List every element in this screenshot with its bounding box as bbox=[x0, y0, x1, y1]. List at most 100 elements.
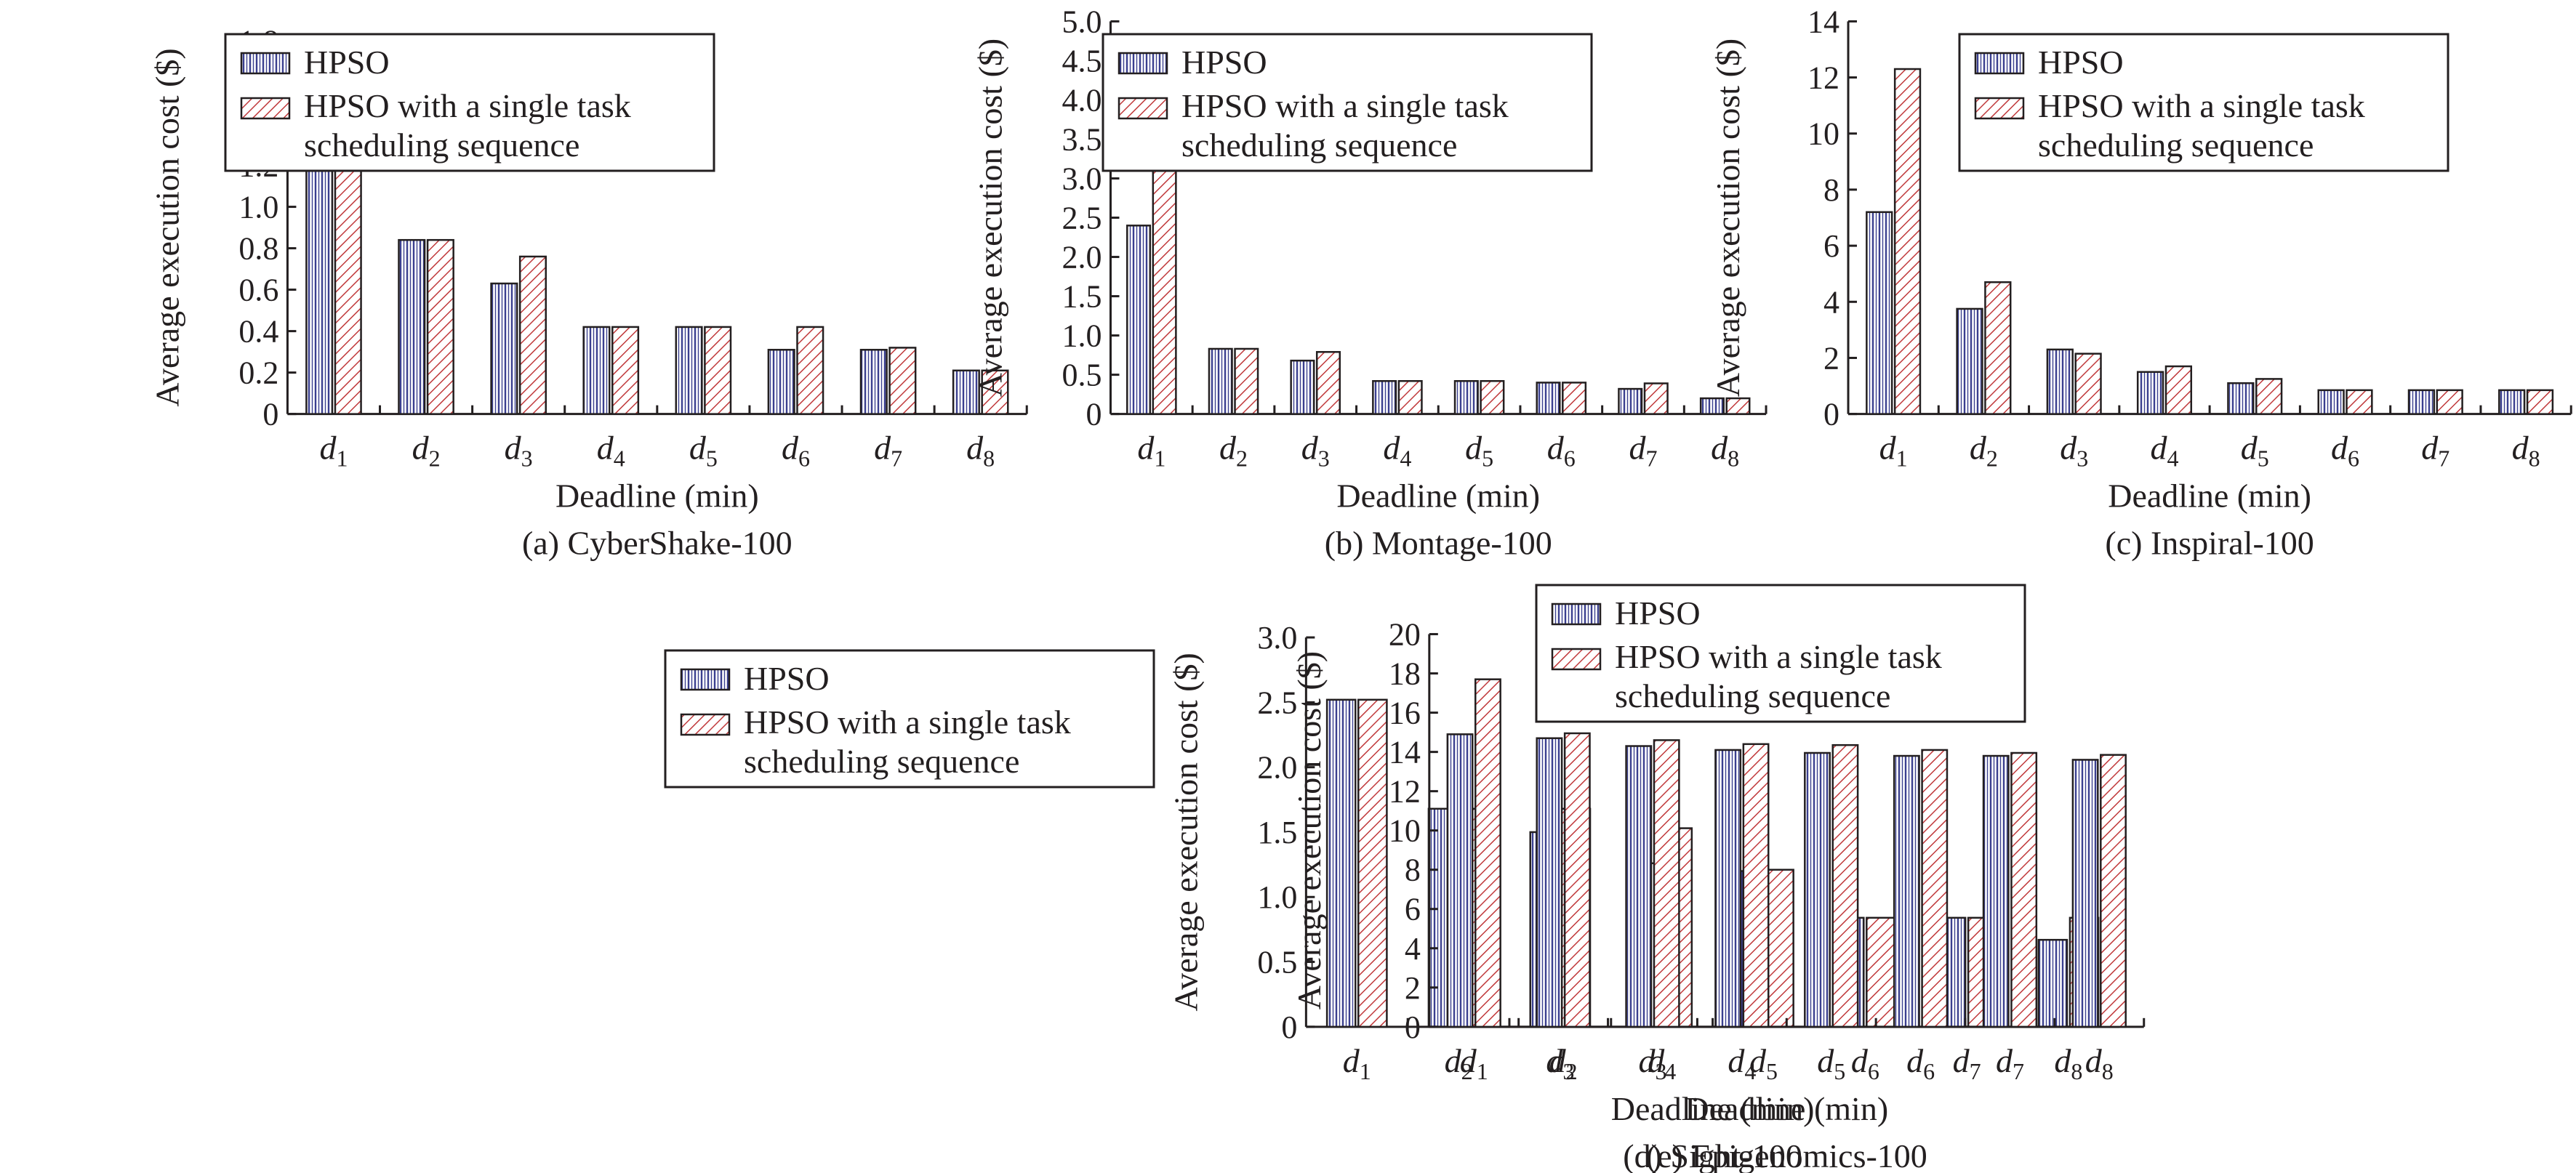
x-tick-label-letter: d bbox=[1301, 430, 1319, 467]
bar-single-sequence bbox=[2074, 352, 2102, 415]
x-tick-label: d4 bbox=[1728, 1042, 1756, 1084]
y-tick-label: 0.5 bbox=[1257, 945, 1297, 980]
legend-label-single-line1: HPSO with a single task bbox=[1181, 87, 1509, 124]
legend-swatch-hpso bbox=[1551, 602, 1602, 626]
legend-label-single-line1: HPSO with a single task bbox=[1615, 638, 1942, 675]
legend-swatch-hpso bbox=[240, 52, 291, 75]
x-tick-label-letter: d bbox=[1219, 430, 1237, 467]
chart-a: 00.20.40.60.81.01.21.41.61.8d1d2d3d4d5d6… bbox=[148, 24, 1028, 562]
x-tick-label-subscript: 5 bbox=[1834, 1058, 1845, 1084]
x-tick-label-letter: d bbox=[1906, 1042, 1924, 1079]
bar-single-sequence bbox=[1764, 868, 1794, 1028]
x-tick-label-letter: d bbox=[1851, 1042, 1869, 1079]
chart-d: 00.51.01.52.02.53.0d1 d2 d3 d4 d5 d6 d7 d8Deadl… bbox=[664, 620, 2121, 1173]
x-axis-title: Deadline (min) bbox=[1685, 1090, 1888, 1127]
x-tick-label-subscript: 1 bbox=[1477, 1058, 1488, 1084]
y-tick-label: 4.5 bbox=[1062, 43, 1102, 78]
bar-hpso bbox=[2498, 389, 2526, 415]
x-tick-label-letter: d bbox=[1460, 1042, 1477, 1079]
legend-label-hpso: HPSO bbox=[744, 660, 830, 697]
legend-box bbox=[224, 33, 715, 172]
x-tick-label-letter: d bbox=[2421, 430, 2439, 467]
bar-single-sequence bbox=[1725, 397, 1751, 415]
y-tick-label: 12 bbox=[1807, 60, 1839, 96]
x-tick-label-subscript: 2 bbox=[429, 446, 441, 472]
y-tick-label: 4 bbox=[1823, 284, 1839, 320]
x-tick-label: d4 bbox=[1383, 430, 1411, 472]
bar-hpso bbox=[2317, 389, 2345, 415]
bar-single-sequence bbox=[1742, 743, 1770, 1028]
legend-label-hpso: HPSO bbox=[304, 44, 390, 81]
y-tick-label: 2 bbox=[1823, 340, 1839, 376]
legend-box bbox=[1535, 584, 2026, 723]
bar-single-sequence bbox=[2526, 389, 2554, 415]
bar-single-sequence bbox=[1357, 698, 1388, 1028]
bar-hpso bbox=[1325, 698, 1357, 1028]
x-tick-label: d7 bbox=[2421, 430, 2449, 472]
y-tick-label: 6 bbox=[1405, 892, 1421, 927]
y-tick-label: 4.0 bbox=[1062, 82, 1102, 118]
y-tick-label: 0 bbox=[262, 397, 278, 432]
bar-hpso bbox=[2071, 759, 2099, 1028]
y-tick-label: 2.0 bbox=[1062, 240, 1102, 275]
x-tick-label: d3 bbox=[1301, 430, 1330, 472]
x-tick-label: d7 bbox=[874, 430, 902, 472]
bar-hpso bbox=[398, 238, 426, 415]
x-tick-label-letter: d bbox=[1879, 430, 1897, 467]
x-tick-label-subscript: 4 bbox=[2167, 446, 2178, 472]
y-tick-label: 2.5 bbox=[1257, 685, 1297, 720]
x-tick-label-subscript: 7 bbox=[1645, 446, 1657, 472]
x-tick-label-subscript: 7 bbox=[891, 446, 902, 472]
bar-hpso bbox=[1982, 754, 2010, 1028]
x-tick-label-letter: d bbox=[319, 430, 337, 467]
x-tick-label-letter: d bbox=[782, 430, 799, 467]
legend-swatch-single-sequence bbox=[1974, 97, 2025, 120]
x-tick-label-subscript: 4 bbox=[1664, 1058, 1676, 1084]
x-tick-label-subscript: 5 bbox=[1482, 446, 1493, 472]
x-axis-title: Deadline (min) bbox=[1611, 1090, 1815, 1127]
bar-single-sequence bbox=[1984, 281, 2012, 415]
legend-label-single-line2: scheduling sequence bbox=[1181, 126, 1457, 164]
y-tick-label: 0 bbox=[1823, 397, 1839, 432]
x-tick-label-subscript: 5 bbox=[1766, 1058, 1778, 1084]
x-tick-label: d7 bbox=[1629, 430, 1657, 472]
bar-hpso bbox=[490, 282, 518, 415]
x-tick-label-subscript: 8 bbox=[2529, 446, 2540, 472]
x-tick-label-subscript: 2 bbox=[1461, 1058, 1473, 1084]
x-tick-label-letter: d bbox=[505, 430, 522, 467]
y-tick-label: 3.0 bbox=[1257, 620, 1297, 656]
bar-single-sequence bbox=[1893, 68, 1922, 415]
y-tick-label: 3.0 bbox=[1062, 161, 1102, 196]
x-tick-label-subscript: 5 bbox=[706, 446, 718, 472]
y-tick-label: 20 bbox=[1389, 617, 1421, 653]
x-tick-label-letter: d bbox=[1629, 430, 1646, 467]
y-tick-label: 0.2 bbox=[238, 355, 278, 391]
bar-hpso bbox=[1804, 751, 1831, 1028]
x-tick-label-letter: d bbox=[2241, 430, 2258, 467]
y-tick-label: 0 bbox=[1281, 1009, 1297, 1045]
y-axis-title: Average execution cost ($) bbox=[148, 48, 185, 406]
x-tick-label-letter: d bbox=[2060, 430, 2077, 467]
bar-single-sequence bbox=[2164, 365, 2193, 415]
bar-single-sequence bbox=[888, 347, 917, 415]
bar-single-sequence bbox=[1234, 347, 1259, 415]
x-tick-label-letter: d bbox=[2085, 1042, 2103, 1079]
legend-swatch-hpso bbox=[1118, 52, 1168, 75]
bar-hpso bbox=[1714, 749, 1742, 1028]
y-tick-label: 8 bbox=[1823, 172, 1839, 208]
x-tick-label: d3 bbox=[505, 430, 533, 472]
bar-hpso bbox=[1372, 380, 1397, 415]
x-tick-label: d2 bbox=[1970, 430, 1998, 472]
bar-hpso bbox=[1453, 380, 1479, 415]
legend-label-single-line2: scheduling sequence bbox=[2038, 126, 2314, 164]
x-tick-label-letter: d bbox=[1547, 430, 1565, 467]
x-tick-label-letter: d bbox=[2331, 430, 2348, 467]
x-tick-label: d7 bbox=[1996, 1042, 2024, 1084]
x-axis-title: Deadline (min) bbox=[555, 477, 759, 515]
x-tick-label-subscript: 8 bbox=[1728, 446, 1739, 472]
bar-hpso bbox=[1208, 347, 1233, 415]
bar-single-sequence bbox=[796, 326, 824, 415]
x-tick-label: d6 bbox=[1851, 1042, 1879, 1084]
